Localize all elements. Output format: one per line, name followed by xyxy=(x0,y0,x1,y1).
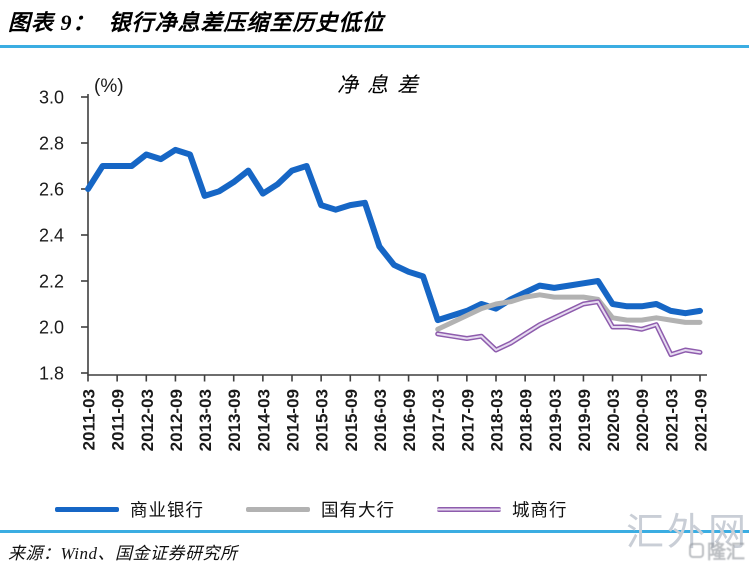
watermark-logo-icon xyxy=(688,543,704,558)
chart-legend: 商业银行 国有大行 城商行 xyxy=(55,496,568,522)
x-axis-tick-label: 2012-09 xyxy=(167,389,186,451)
y-axis-tick-label: 1.8 xyxy=(39,364,64,384)
series-line-1 xyxy=(435,292,703,332)
y-axis-tick-label: 3.0 xyxy=(39,88,64,108)
footer-rule xyxy=(0,530,749,533)
unit-label: (%) xyxy=(94,76,124,97)
x-axis-tick-label: 2017-09 xyxy=(458,389,477,451)
y-axis-tick-label: 2.6 xyxy=(39,180,64,200)
x-axis-tick-label: 2014-03 xyxy=(254,389,273,451)
legend-item-commercial-banks: 商业银行 xyxy=(55,497,204,522)
x-axis-tick-label: 2021-03 xyxy=(662,389,681,451)
x-axis-tick-label: 2018-03 xyxy=(488,389,507,451)
series-line-0 xyxy=(85,146,703,324)
legend-swatch-city-commercial-banks xyxy=(437,506,501,512)
x-axis-tick-label: 2016-03 xyxy=(371,389,390,451)
x-axis-tick-label: 2015-03 xyxy=(313,389,332,451)
series-line-inner-2 xyxy=(436,300,701,356)
x-axis-tick-label: 2020-09 xyxy=(633,389,652,451)
watermark-badge: 隆汇 xyxy=(688,537,745,564)
legend-label-city-commercial-banks: 城商行 xyxy=(512,499,568,520)
source-note: 来源：Wind、国金证券研究所 xyxy=(8,544,238,563)
legend-item-city-commercial-banks: 城商行 xyxy=(437,497,568,522)
figure-title: 图表 9： 银行净息差压缩至历史低位 xyxy=(8,10,385,35)
legend-swatch-state-owned-banks xyxy=(246,506,310,512)
x-axis-tick-label: 2017-03 xyxy=(429,389,448,451)
x-axis-tick-label: 2012-03 xyxy=(138,389,157,451)
x-axis-tick-label: 2014-09 xyxy=(284,389,303,451)
y-axis-tick-label: 2.4 xyxy=(39,226,64,246)
x-axis-tick-label: 2016-09 xyxy=(400,389,419,451)
x-axis-tick-label: 2013-09 xyxy=(225,389,244,451)
y-axis-tick-label: 2.0 xyxy=(39,318,64,338)
legend-label-state-owned-banks: 国有大行 xyxy=(321,499,395,520)
x-axis-tick-label: 2013-03 xyxy=(196,389,215,451)
header-rule xyxy=(0,45,749,48)
legend-swatch-commercial-banks xyxy=(55,506,119,512)
legend-label-commercial-banks: 商业银行 xyxy=(130,499,204,520)
x-axis-tick-label: 2020-03 xyxy=(604,389,623,451)
x-axis-tick-label: 2019-03 xyxy=(546,389,565,451)
x-axis-tick-label: 2011-03 xyxy=(80,389,99,450)
y-axis-tick-label: 2.2 xyxy=(39,272,64,292)
chart-title: 净息差 xyxy=(337,73,427,97)
x-axis-tick-label: 2011-09 xyxy=(109,389,128,450)
x-axis-tick-label: 2019-09 xyxy=(575,389,594,451)
y-axis-tick-label: 2.8 xyxy=(39,134,64,154)
watermark-site-text: 汇外网 xyxy=(625,512,749,554)
watermark-badge-text: 隆汇 xyxy=(706,542,745,563)
x-axis-tick-label: 2018-09 xyxy=(517,389,536,451)
legend-item-state-owned-banks: 国有大行 xyxy=(246,497,395,522)
x-axis-tick-label: 2021-09 xyxy=(692,389,711,451)
x-axis-tick-label: 2015-09 xyxy=(342,389,361,451)
